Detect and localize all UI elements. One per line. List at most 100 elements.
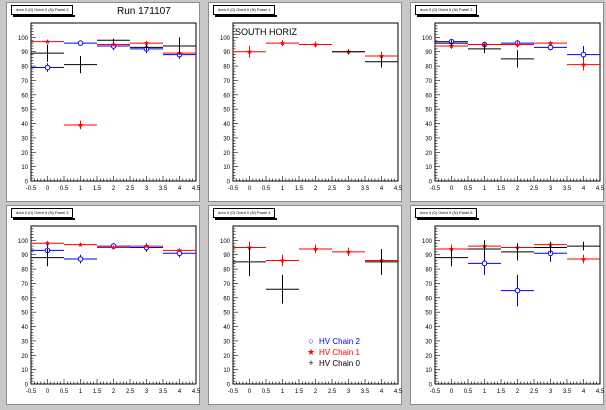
data-point	[64, 56, 97, 74]
star-marker	[110, 244, 117, 250]
data-point	[31, 240, 64, 246]
y-tick-label: 30	[425, 136, 432, 142]
star-marker	[514, 41, 521, 47]
x-tick-label: 4	[380, 186, 384, 192]
y-tick-label: 50	[21, 311, 28, 317]
y-tick-label: 10	[223, 368, 230, 374]
star-marker	[176, 247, 183, 253]
y-tick-label: 90	[425, 253, 432, 259]
chart-panel-2: 0 10 20 30 40 50 60 70 80 90 100 -0.5 0 0.5 1 1.5 2 2.5 3 3…	[410, 2, 605, 202]
y-tick-label: 40	[223, 122, 230, 128]
star-marker	[580, 61, 587, 67]
y-tick-label: 100	[18, 36, 29, 42]
y-tick-label: 70	[425, 79, 432, 85]
legend: ○ HV Chain 2 ★ HV Chain 1 + HV Chain 0	[305, 336, 360, 369]
x-tick-label: 3	[145, 186, 149, 192]
y-tick-label: 50	[425, 108, 432, 114]
y-tick-label: 90	[425, 50, 432, 56]
x-tick-label: -0.5	[430, 186, 441, 192]
star-marker	[481, 41, 488, 47]
legend-entry: + HV Chain 0	[305, 358, 360, 369]
data-point	[130, 40, 163, 46]
data-point	[468, 240, 501, 258]
y-tick-label: 100	[422, 239, 433, 245]
x-tick-label: 0	[46, 186, 50, 192]
star-marker	[279, 40, 286, 46]
y-tick-label: 10	[21, 165, 28, 171]
x-tick-label: 1.5	[295, 389, 304, 395]
y-tick-label: 70	[21, 282, 28, 288]
star-marker	[312, 246, 319, 252]
y-tick-label: 100	[422, 36, 433, 42]
y-tick-label: 0	[227, 383, 231, 389]
data-point	[468, 44, 501, 54]
x-tick-label: 4	[582, 186, 586, 192]
data-point	[130, 243, 163, 249]
x-tick-label: 4.5	[192, 186, 201, 192]
x-tick-label: 3	[347, 186, 351, 192]
y-tick-label: 40	[21, 122, 28, 128]
data-point	[567, 254, 600, 264]
x-tick-label: 3	[347, 389, 351, 395]
x-tick-label: 2.5	[328, 186, 337, 192]
x-tick-label: 1	[79, 186, 83, 192]
x-tick-label: 1.5	[295, 186, 304, 192]
y-tick-label: 40	[425, 122, 432, 128]
x-tick-label: 2	[314, 389, 318, 395]
y-tick-label: 60	[223, 296, 230, 302]
star-icon: ★	[306, 347, 316, 357]
star-marker	[312, 41, 319, 47]
data-point	[31, 248, 64, 267]
star-marker	[448, 246, 455, 252]
run-label: Run 171107	[117, 6, 171, 17]
region-annotation: SOUTH HORIZ	[235, 27, 297, 37]
x-tick-label: 4.5	[596, 389, 605, 395]
y-tick-label: 60	[21, 296, 28, 302]
data-point	[567, 58, 600, 71]
data-point	[501, 274, 534, 307]
chart-panel-1: 0 10 20 30 40 50 60 70 80 90 100 -0.5 0 0.5 1 1.5 2 2.5 3 3…	[208, 2, 403, 202]
data-point	[501, 50, 534, 68]
data-point	[299, 41, 332, 48]
data-point	[163, 37, 196, 55]
x-tick-label: 4.5	[394, 186, 403, 192]
open-circle-marker	[514, 287, 521, 294]
y-tick-label: 10	[21, 368, 28, 374]
data-point	[97, 38, 130, 42]
y-tick-label: 20	[425, 151, 432, 157]
x-tick-label: 3	[549, 186, 553, 192]
x-tick-label: 3.5	[159, 389, 168, 395]
x-tick-label: 4.5	[192, 389, 201, 395]
y-tick-label: 80	[21, 65, 28, 71]
x-tick-label: 3.5	[361, 389, 370, 395]
chart-panel-5: 0 10 20 30 40 50 60 70 80 90 100 -0.5 0 0.5 1 1.5 2 2.5 3 3…	[410, 205, 605, 405]
data-point	[332, 50, 365, 54]
y-tick-label: 70	[425, 282, 432, 288]
x-tick-label: 1.5	[93, 389, 102, 395]
star-marker	[279, 257, 286, 263]
data-point	[365, 248, 398, 275]
y-tick-label: 50	[21, 108, 28, 114]
data-point	[299, 244, 332, 254]
y-tick-label: 20	[223, 354, 230, 360]
x-tick-label: 1.5	[93, 186, 102, 192]
y-tick-label: 30	[223, 136, 230, 142]
y-tick-label: 90	[21, 253, 28, 259]
star-marker	[77, 241, 84, 247]
data-point	[97, 41, 130, 47]
pad-title: dom 0 (0) Octnt 0 (N) Panel 1	[213, 5, 276, 15]
x-tick-label: 0.5	[60, 186, 69, 192]
star-marker	[143, 243, 150, 249]
y-tick-label: 40	[425, 325, 432, 331]
data-point	[31, 44, 64, 62]
pad-title-shadow	[13, 218, 75, 220]
y-tick-label: 50	[223, 108, 230, 114]
data-point	[233, 247, 266, 277]
x-tick-label: -0.5	[228, 389, 239, 395]
pad-title: dom 0 (0) Octnt 0 (N) Panel 2	[415, 5, 478, 15]
x-tick-label: -0.5	[228, 186, 239, 192]
y-tick-label: 70	[223, 79, 230, 85]
